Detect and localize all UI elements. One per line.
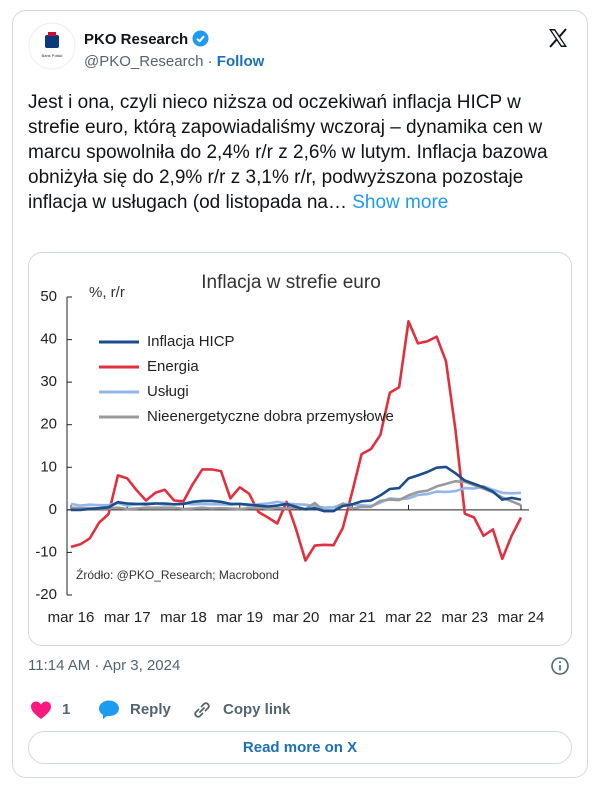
x-tick-label: mar 20 <box>273 609 320 626</box>
like-count[interactable]: 1 <box>62 701 71 718</box>
x-tick-label: mar 22 <box>385 609 432 626</box>
like-icon[interactable] <box>30 700 52 720</box>
x-tick-label: mar 18 <box>160 609 207 626</box>
y-tick-label: 20 <box>40 416 57 433</box>
timestamp[interactable]: 11:14 AM · Apr 3, 2024 <box>28 657 181 674</box>
legend-label: Inflacja HICP <box>147 333 235 350</box>
info-icon[interactable] <box>550 656 570 676</box>
tweet-body: Jest i ona, czyli nieco niższa od oczeki… <box>28 92 548 213</box>
chart-image[interactable]: Inflacja w strefie euro %, r/r Źródło: @… <box>28 252 572 646</box>
tweet-text: Jest i ona, czyli nieco niższa od oczeki… <box>28 90 568 215</box>
series-line <box>71 465 522 513</box>
legend-label: Energia <box>147 358 199 375</box>
link-icon[interactable] <box>192 700 212 720</box>
handle-row: @PKO_Research · Follow <box>84 53 265 70</box>
x-tick-label: mar 21 <box>329 609 376 626</box>
legend-label: Usługi <box>147 383 189 400</box>
handle[interactable]: @PKO_Research <box>84 53 204 70</box>
avatar[interactable]: Bank Polski <box>28 22 76 70</box>
x-tick-label: mar 23 <box>441 609 488 626</box>
follow-button[interactable]: Follow <box>216 53 265 70</box>
author[interactable]: PKO Research <box>84 31 189 48</box>
author-name[interactable]: PKO Research <box>84 30 209 48</box>
tweet-card <box>12 10 588 778</box>
read-more-button[interactable]: Read more on X <box>28 731 572 764</box>
x-tick-label: mar 19 <box>216 609 263 626</box>
reply-icon[interactable] <box>98 699 120 720</box>
x-tick-label: mar 16 <box>48 609 95 626</box>
y-tick-label: 30 <box>40 373 57 390</box>
y-tick-label: 10 <box>40 458 57 475</box>
show-more[interactable]: Show more <box>352 192 449 213</box>
copy-link-button[interactable]: Copy link <box>223 701 291 718</box>
verified-badge <box>192 30 209 47</box>
y-tick-label: 0 <box>49 501 57 518</box>
chart-title: Inflacja w strefie euro <box>201 272 381 293</box>
x-logo[interactable] <box>547 27 569 49</box>
x-tick-label: mar 24 <box>498 609 545 626</box>
y-tick-label: -20 <box>35 586 57 603</box>
y-tick-label: 50 <box>40 288 57 305</box>
y-axis-label: %, r/r <box>89 284 125 301</box>
reply-button[interactable]: Reply <box>130 701 171 718</box>
avatar-text: Bank Polski <box>42 53 63 58</box>
legend-label: Nieenergetyczne dobra przemysłowe <box>147 408 394 425</box>
x-tick-label: mar 17 <box>104 609 151 626</box>
chart: Inflacja w strefie euro %, r/r Źródło: @… <box>35 272 545 626</box>
source-note: Źródło: @PKO_Research; Macrobond <box>76 567 279 582</box>
series-line <box>70 320 523 562</box>
y-tick-label: -10 <box>35 543 57 560</box>
y-tick-label: 40 <box>40 331 57 348</box>
